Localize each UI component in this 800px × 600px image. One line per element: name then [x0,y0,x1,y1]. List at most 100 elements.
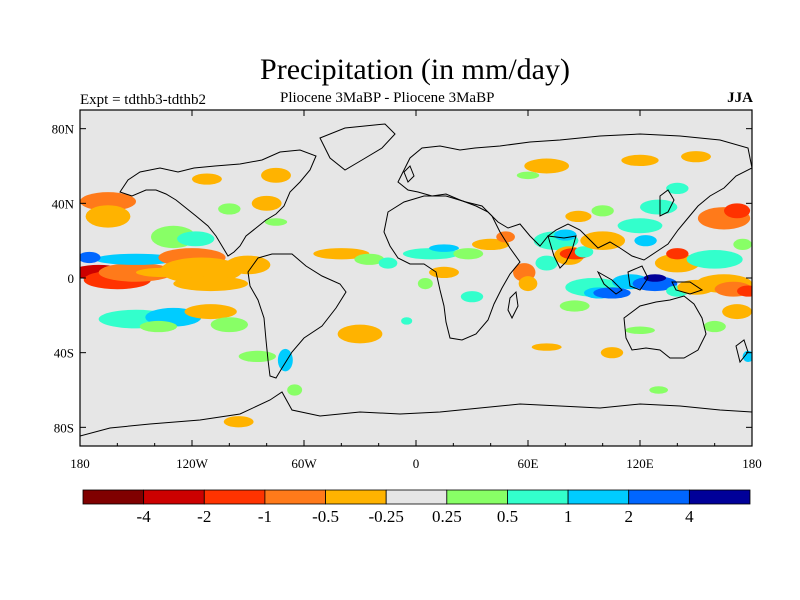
anomaly-patch [580,231,626,251]
anomaly-patch [184,304,237,320]
colorbar-label: -0.25 [368,507,403,526]
coastline-eurasia [397,133,752,261]
anomaly-patch [287,384,303,396]
anomaly-patch [223,416,254,428]
coastline-south-america [247,253,347,379]
colorbar-label: 2 [624,507,633,526]
lat-tick-label: 40N [52,196,75,211]
anomaly-patch [518,276,538,292]
coastline-antarctica [80,391,752,437]
anomaly-patch [634,235,657,247]
anomaly-patch [516,171,540,180]
comparison-label: Pliocene 3MaBP - Pliocene 3MaBP [280,90,495,106]
anomaly-patch [417,278,433,290]
colorbar-swatch [688,489,751,505]
coastline-australia [623,295,707,359]
colorbar-label: 1 [564,507,573,526]
colorbar-swatch [325,489,387,505]
anomaly-patch [218,203,241,215]
colorbar-label: 4 [685,507,694,526]
anomaly-patch [80,251,101,264]
lon-tick-label: 180 [742,456,762,471]
coastline-britain [403,165,415,183]
anomaly-patch [621,154,659,166]
anomaly-patch [531,343,562,351]
colorbar-swatch [385,489,448,505]
colorbar-swatch [446,489,508,505]
experiment-label: Expt = tdthb3-tdthb2 [80,92,206,108]
anomaly-patch [666,248,689,260]
anomaly-patch [261,167,291,183]
colorbar-swatch [507,489,569,505]
anomaly-patch [139,320,178,333]
anomaly-patch [733,238,752,250]
anomaly-patch [617,218,663,234]
anomaly-patch [94,253,178,265]
anomaly-patch [401,317,413,325]
lat-tick-label: 40S [54,346,74,361]
colorbar-swatch [203,489,266,505]
anomaly-patch [632,276,678,292]
coastline-madagascar [507,290,519,320]
colorbar-swatch [82,489,145,505]
anomaly-patch [264,218,288,226]
colorbar-swatch [628,489,690,505]
lon-tick-label: 180 [70,456,90,471]
coastline-sumatra [596,270,623,295]
coastline-north-america [119,149,317,257]
anomaly-patch [472,238,510,250]
anomaly-patch [625,326,655,334]
lat-tick-label: 80S [54,420,74,435]
colorbar-label: -2 [197,507,211,526]
lon-tick-label: 60E [518,456,539,471]
anomaly-patch [337,324,383,344]
colorbar-label: -1 [258,507,272,526]
anomaly-patch [429,266,459,278]
coastline-borneo [627,265,649,291]
lon-tick-label: 60W [291,456,317,471]
colorbar-swatch [567,489,630,505]
colorbar-label: 0.25 [432,507,462,526]
anomaly-patch [559,300,590,312]
anomaly-patch [742,350,752,362]
anomaly-patch [593,287,631,299]
anomaly-patch [643,274,667,282]
anomaly-patch [722,304,752,320]
coastline-new-zealand [735,339,749,364]
coastlines [80,123,752,437]
anomaly-patch [554,229,577,241]
anomaly-patch [378,257,398,269]
anomaly-patch [703,320,726,333]
anomaly-patch [686,250,743,269]
anomaly-patch [225,255,271,275]
page-title: Precipitation (in mm/day) [260,53,570,86]
anomaly-patch [574,246,594,258]
coastline-japan [659,189,675,217]
anomaly-patch [192,173,222,185]
anomaly-patch [737,285,752,297]
coastline-india [547,235,577,269]
anomaly-patch [277,348,293,372]
colorbar-swatch [143,489,205,505]
anomaly-patch [649,386,669,394]
anomaly-patch [640,199,678,215]
anomaly-patch [313,248,370,260]
coastline-africa [383,195,521,341]
anomaly-patch [666,182,689,194]
anomaly-patch [354,253,385,265]
anomaly-patch [85,205,131,228]
lon-tick-label: 120W [176,456,209,471]
anomaly-patch [429,244,459,252]
anomaly-patch [238,350,276,362]
colorbar-label: -0.5 [312,507,339,526]
anomaly-patch [173,276,248,292]
anomaly-patch [565,210,592,222]
colorbar: -4 -2 -1 -0.5 -0.25 0.25 0.5 1 2 4 [82,489,751,526]
anomaly-patch [724,203,751,219]
colorbar-label: -4 [137,507,152,526]
coastline-greenland [319,123,396,171]
lat-tick-label: 80N [52,122,75,137]
lon-tick-label: 120E [626,456,654,471]
anomaly-patch [535,255,558,271]
